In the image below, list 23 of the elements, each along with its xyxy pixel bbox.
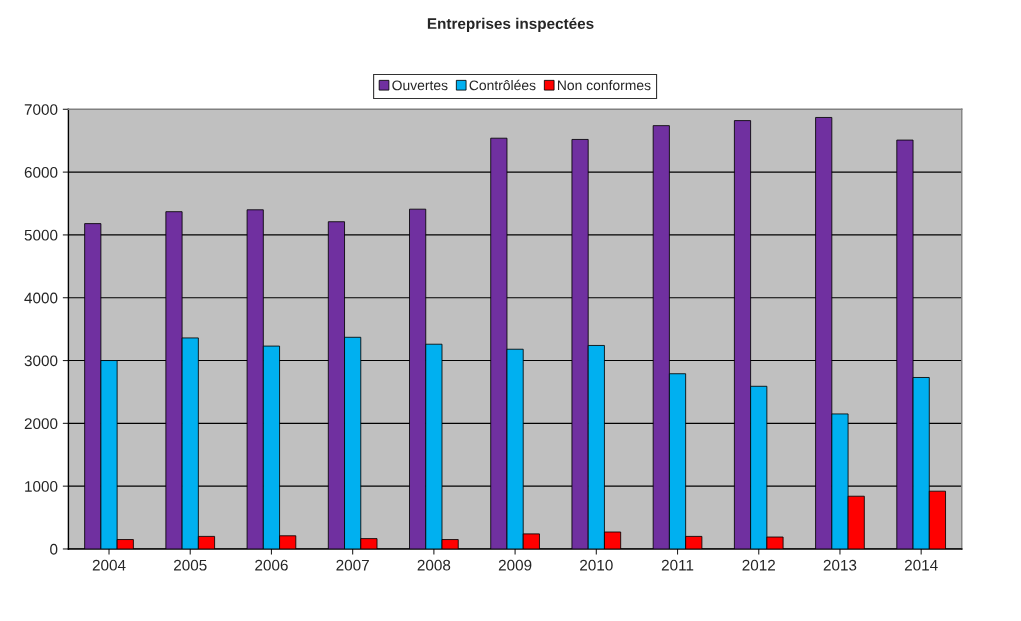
y-tick-label: 7000: [24, 104, 58, 115]
x-tick-label: 2013: [823, 559, 857, 571]
chart-title: Entreprises inspectées: [427, 17, 594, 33]
x-tick-label: 2008: [417, 559, 451, 571]
x-tick-label: 2004: [92, 559, 126, 571]
y-tick-label: 4000: [24, 292, 58, 304]
y-tick-label: 5000: [24, 229, 58, 241]
legend-label: Contrôlées: [469, 79, 536, 91]
y-tick-label: 6000: [24, 166, 58, 178]
x-tick-label: 2010: [580, 559, 613, 571]
legend-label: Non conformes: [557, 80, 651, 91]
x-tick-label: 2009: [498, 559, 532, 571]
legend-label: Ouvertes: [392, 80, 448, 91]
x-tick-label: 2012: [742, 559, 775, 571]
y-tick-label: 0: [50, 543, 58, 555]
x-tick-label: 2014: [904, 559, 938, 571]
x-tick-label: 2005: [174, 559, 207, 571]
x-tick-label: 2007: [336, 559, 369, 571]
y-tick-label: 1000: [25, 481, 58, 492]
y-tick-label: 2000: [24, 418, 58, 430]
x-tick-label: 2011: [661, 559, 694, 571]
x-tick-label: 2006: [255, 559, 288, 571]
y-tick-label: 3000: [24, 355, 58, 367]
